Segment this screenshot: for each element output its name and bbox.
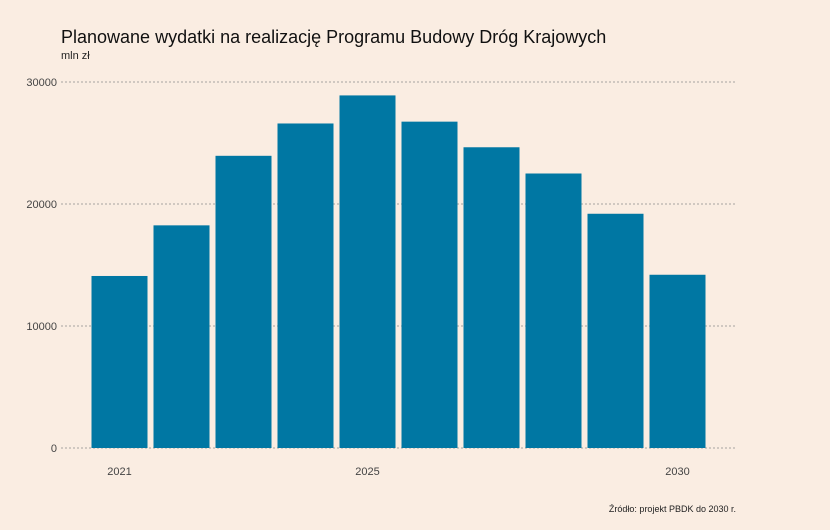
bar-2025 [339, 95, 396, 449]
bar-2022 [153, 225, 210, 448]
chart-subtitle: mln zł [61, 50, 90, 62]
y-tick-label-30000: 30000 [26, 77, 57, 89]
y-tick-label-10000: 10000 [26, 321, 57, 333]
source-caption: Źródło: projekt PBDK do 2030 r. [608, 504, 736, 514]
x-tick-label-2021: 2021 [107, 466, 131, 478]
bar-2024 [277, 123, 334, 448]
bar-2021 [91, 275, 148, 448]
bar-2030 [649, 274, 706, 448]
bar-2026 [401, 121, 458, 449]
chart-title: Planowane wydatki na realizację Programu… [61, 27, 607, 47]
bar-2027 [463, 147, 520, 448]
y-tick-label-20000: 20000 [26, 199, 57, 211]
bar-2028 [525, 173, 582, 448]
bar-2023 [215, 155, 272, 448]
y-tick-label-0: 0 [51, 443, 57, 455]
x-tick-label-2025: 2025 [355, 466, 379, 478]
x-tick-label-2030: 2030 [665, 466, 689, 478]
bar-2029 [587, 213, 644, 448]
